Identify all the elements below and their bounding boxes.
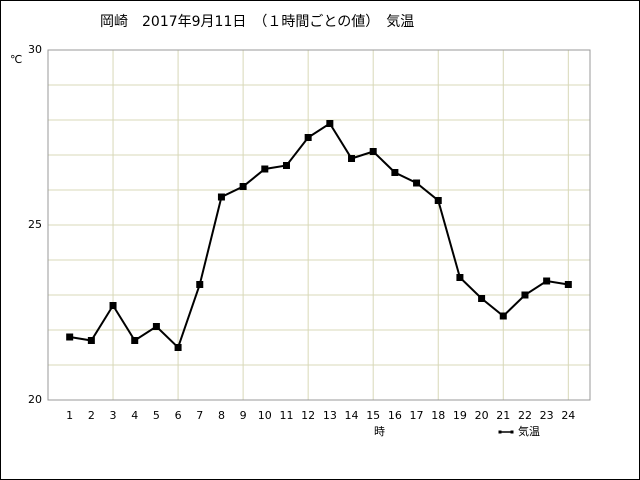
x-tick-label: 23 [540,409,554,422]
x-tick-label: 10 [258,409,272,422]
x-tick-label: 13 [323,409,337,422]
marker [131,337,139,344]
x-tick-label: 20 [475,409,489,422]
x-axis-label: 時 [374,425,385,438]
legend-swatch [498,430,502,434]
legend-label: 気温 [518,424,540,438]
marker [348,155,356,162]
marker [174,344,182,351]
x-tick-label: 12 [301,409,315,422]
x-tick-label: 8 [218,409,225,422]
marker [261,165,269,173]
x-tick-label: 24 [561,409,575,422]
x-tick-label: 16 [388,409,402,422]
legend-swatch [510,430,514,434]
marker [391,169,399,176]
line [69,122,569,350]
x-tick-label: 21 [496,409,510,422]
x-tick-label: 6 [175,409,182,422]
x-tick-label: 9 [240,409,247,422]
marker [434,197,442,204]
x-tick-label: 4 [131,409,138,422]
marker [521,291,529,299]
x-tick-label: 19 [453,409,467,422]
x-tick-label: 18 [431,409,445,422]
marker [217,193,225,201]
x-tick-label: 7 [196,409,203,422]
chart-title: 岡崎 2017年9月11日 （１時間ごとの値） 気温 [100,14,414,30]
marker [87,337,95,344]
y-axis-label: ℃ [10,53,22,66]
marker [109,302,117,309]
x-tick-label: 17 [410,409,424,422]
x-tick-label: 14 [345,409,359,422]
x-tick-label: 3 [110,409,117,422]
x-tick-label: 22 [518,409,532,422]
y-tick-label: 20 [28,393,42,406]
marker [239,183,247,190]
x-tick-label: 5 [153,409,160,422]
x-tick-label: 15 [366,409,380,422]
y-tick-label: 25 [28,218,42,231]
marker [282,162,290,169]
marker [152,323,160,330]
marker [456,274,464,281]
x-tick-label: 1 [66,409,73,422]
x-tick-label: 2 [88,409,95,422]
marker [499,312,507,320]
plot-area [47,49,591,401]
x-tick-label: 11 [279,409,293,422]
marker [196,281,204,288]
marker [543,277,551,285]
marker [369,148,377,155]
marker [304,134,312,141]
y-tick-label: 30 [28,43,42,56]
marker [326,120,334,127]
marker [564,281,572,288]
marker [66,333,74,341]
marker [413,179,421,187]
marker [478,295,486,302]
